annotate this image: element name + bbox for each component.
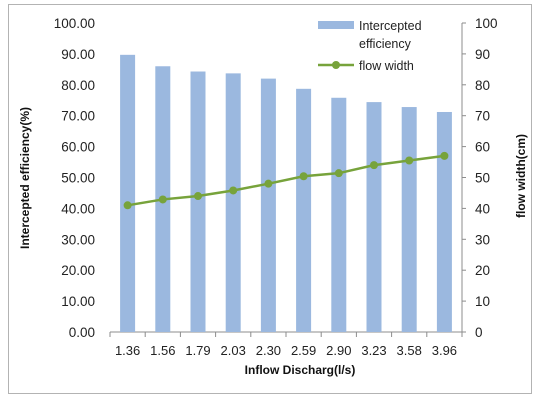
legend-line-marker — [332, 61, 340, 69]
y-tick-label-right: 70 — [475, 109, 490, 124]
y-tick-label-left: 100.00 — [54, 16, 95, 31]
line-point — [299, 172, 308, 181]
y-tick-label-right: 90 — [475, 47, 490, 62]
legend-bar-label-line2: efficiency — [359, 37, 412, 51]
bar — [190, 71, 206, 332]
line-point — [158, 195, 167, 204]
legend: Intercepted efficiency flow width — [318, 19, 422, 73]
line-point — [229, 186, 238, 195]
bar — [401, 107, 417, 332]
y-tick-label-right: 20 — [475, 263, 490, 278]
legend-bar-label-line1: Intercepted — [359, 19, 422, 33]
y-tick-label-left: 90.00 — [61, 47, 95, 62]
y-tick-label-left: 0.00 — [69, 325, 95, 340]
x-tick-label: 3.58 — [397, 343, 422, 358]
x-tick-label: 2.90 — [326, 343, 351, 358]
y-tick-label-right: 50 — [475, 171, 490, 186]
y-tick-label-left: 50.00 — [61, 171, 95, 186]
y-tick-label-left: 10.00 — [61, 294, 95, 309]
y-tick-label-right: 80 — [475, 78, 490, 93]
series-line — [127, 154, 445, 207]
x-tick-label: 1.36 — [115, 343, 140, 358]
y-axis-title-left: Intercepted efficiency(%) — [18, 107, 32, 249]
bar — [366, 102, 382, 332]
bar — [260, 78, 276, 333]
x-tick-label: 1.79 — [185, 343, 210, 358]
line-point — [370, 161, 378, 170]
bar — [296, 88, 312, 332]
x-tick-label: 2.03 — [221, 343, 246, 358]
y-tick-label-left: 40.00 — [61, 201, 95, 216]
legend-bar-swatch — [318, 21, 354, 29]
x-tick-label: 1.56 — [150, 343, 175, 358]
line-point — [194, 192, 202, 201]
bar — [331, 97, 347, 332]
bar-series — [120, 54, 452, 333]
y-tick-label-right: 40 — [475, 201, 490, 216]
tick-labels: 0.00 10.00 20.00 30.00 40.00 50.00 60.00 70.00 8… — [54, 16, 498, 358]
line-point — [334, 169, 343, 178]
line-point — [264, 179, 273, 188]
y-tick-label-right: 60 — [475, 140, 490, 155]
line-point — [440, 151, 449, 160]
line-point — [405, 156, 414, 165]
y-tick-label-left: 70.00 — [61, 109, 95, 124]
line-series — [123, 151, 449, 210]
legend-line-label: flow width — [359, 59, 414, 73]
y-tick-label-left: 60.00 — [61, 140, 95, 155]
y-tick-label-right: 0 — [475, 325, 483, 340]
bar — [436, 111, 452, 332]
line-point — [123, 201, 132, 210]
x-tick-label: 3.23 — [361, 343, 386, 358]
x-axis-title: Inflow Discharg(l/s) — [245, 363, 356, 377]
y-axis-title-right: flow width(cm) — [514, 134, 528, 218]
bar — [225, 73, 241, 332]
y-tick-label-right: 10 — [475, 294, 490, 309]
y-tick-label-left: 30.00 — [61, 232, 95, 247]
x-tick-label: 2.30 — [256, 343, 281, 358]
y-tick-label-left: 80.00 — [61, 78, 95, 93]
bar — [120, 54, 136, 333]
x-tick-label: 2.59 — [291, 343, 316, 358]
y-tick-label-right: 100 — [475, 16, 498, 31]
y-tick-label-left: 20.00 — [61, 263, 95, 278]
x-tick-label: 3.96 — [432, 343, 457, 358]
y-tick-label-right: 30 — [475, 232, 490, 247]
